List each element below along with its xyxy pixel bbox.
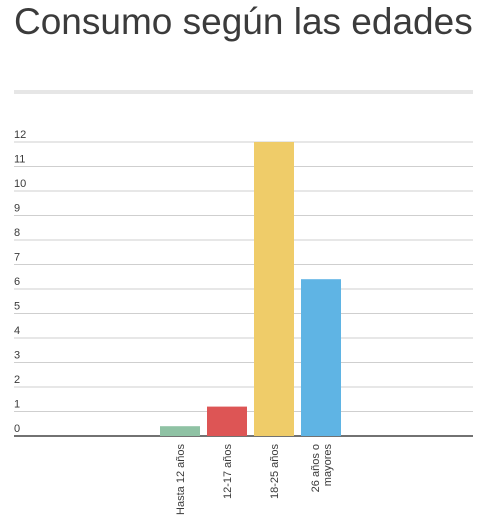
y-tick-label: 12	[14, 129, 26, 141]
bar[interactable]	[160, 426, 200, 436]
y-tick-label: 9	[14, 203, 20, 215]
bar[interactable]	[207, 406, 247, 436]
y-tick-label: 8	[14, 227, 20, 239]
y-tick-label: 7	[14, 252, 20, 264]
x-tick-label: 12-17 años	[222, 444, 234, 500]
y-tick-label: 3	[14, 350, 20, 362]
bar[interactable]	[301, 279, 341, 436]
gridlines	[14, 141, 473, 437]
y-tick-label: 1	[14, 399, 20, 411]
y-tick-label: 2	[14, 374, 20, 386]
chart-title: Consumo según las edades	[14, 1, 473, 42]
x-tick-labels: Hasta 12 años 12-17 años 18-25 años 26 años…	[175, 444, 334, 515]
x-tick-label: 26 años omayores	[310, 444, 334, 493]
y-tick-label: 5	[14, 301, 20, 313]
bars	[160, 142, 341, 436]
y-tick-label: 0	[14, 423, 20, 435]
x-tick-label: 18-25 años	[269, 444, 281, 500]
y-tick-label: 11	[14, 154, 25, 166]
bar[interactable]	[254, 142, 294, 436]
title-divider	[14, 90, 473, 94]
y-tick-label: 4	[14, 325, 20, 337]
y-tick-label: 10	[14, 178, 26, 190]
x-tick-label: Hasta 12 años	[175, 444, 187, 515]
y-tick-label: 6	[14, 276, 20, 288]
